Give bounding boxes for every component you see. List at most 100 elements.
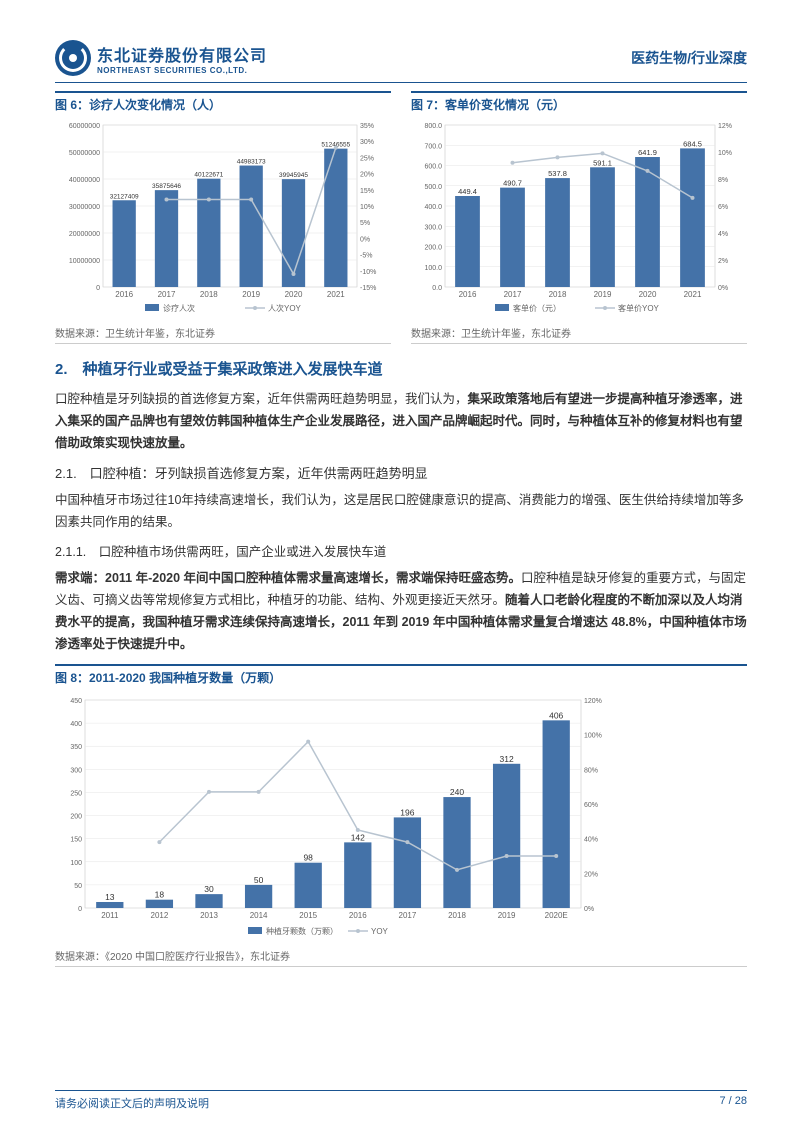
- svg-text:450: 450: [70, 698, 82, 705]
- svg-text:客单价YOY: 客单价YOY: [618, 303, 660, 313]
- svg-text:142: 142: [351, 832, 365, 842]
- paragraph-2: 中国种植牙市场过往10年持续高速增长，我们认为，这是居民口腔健康意识的提高、消费…: [55, 490, 747, 534]
- svg-text:60000000: 60000000: [69, 123, 100, 130]
- svg-text:641.9: 641.9: [638, 148, 657, 157]
- svg-text:2015: 2015: [299, 911, 317, 920]
- header-category: 医药生物/行业深度: [631, 48, 747, 68]
- svg-text:350: 350: [70, 744, 82, 751]
- svg-text:2017: 2017: [504, 290, 522, 299]
- svg-text:10%: 10%: [718, 150, 732, 157]
- chart7-svg: 0.0100.0200.0300.0400.0500.0600.0700.080…: [411, 117, 747, 322]
- svg-text:0%: 0%: [584, 906, 594, 913]
- svg-text:-15%: -15%: [360, 285, 376, 292]
- svg-text:2019: 2019: [498, 911, 516, 920]
- svg-text:98: 98: [303, 853, 313, 863]
- svg-text:591.1: 591.1: [593, 158, 612, 167]
- svg-text:600.0: 600.0: [424, 164, 442, 171]
- svg-text:2018: 2018: [200, 290, 218, 299]
- svg-text:2017: 2017: [399, 911, 417, 920]
- svg-text:684.5: 684.5: [683, 139, 702, 148]
- svg-text:100%: 100%: [584, 733, 602, 740]
- svg-text:2019: 2019: [594, 290, 612, 299]
- svg-text:20%: 20%: [360, 172, 374, 179]
- svg-text:30000000: 30000000: [69, 204, 100, 211]
- svg-text:2011: 2011: [101, 911, 119, 920]
- svg-text:44983173: 44983173: [237, 159, 266, 166]
- svg-text:490.7: 490.7: [503, 179, 522, 188]
- svg-text:40122671: 40122671: [194, 172, 223, 179]
- svg-text:2016: 2016: [115, 290, 133, 299]
- svg-text:YOY: YOY: [371, 927, 389, 936]
- svg-text:12%: 12%: [718, 123, 732, 130]
- footer-disclaimer: 请务必阅读正文后的声明及说明: [55, 1095, 209, 1111]
- svg-text:5%: 5%: [360, 220, 370, 227]
- svg-text:40%: 40%: [584, 837, 598, 844]
- svg-text:50: 50: [254, 875, 264, 885]
- chart7-block: 图 7：客单价变化情况（元） 0.0100.0200.0300.0400.050…: [411, 91, 747, 344]
- svg-text:2021: 2021: [327, 290, 345, 299]
- svg-text:449.4: 449.4: [458, 187, 477, 196]
- chart6-block: 图 6：诊疗人次变化情况（人） 0 10000000 20000000 3000000…: [55, 91, 391, 344]
- svg-text:10%: 10%: [360, 204, 374, 211]
- svg-text:25%: 25%: [360, 155, 374, 162]
- svg-text:2018: 2018: [448, 911, 466, 920]
- footer-divider: [55, 1090, 747, 1091]
- paragraph-1: 口腔种植是牙列缺损的首选修复方案，近年供需两旺趋势明显，我们认为，集采政策落地后…: [55, 389, 747, 455]
- chart6-title: 图 6：诊疗人次变化情况（人）: [55, 91, 391, 113]
- svg-text:2016: 2016: [459, 290, 477, 299]
- svg-text:30: 30: [204, 884, 214, 894]
- svg-text:2019: 2019: [242, 290, 260, 299]
- svg-text:2%: 2%: [718, 258, 728, 265]
- svg-text:2013: 2013: [200, 911, 218, 920]
- chart8-title: 图 8：2011-2020 我国种植牙数量（万颗）: [55, 664, 747, 686]
- heading-2-1: 2.1. 口腔种植：牙列缺损首选修复方案，近年供需两旺趋势明显: [55, 463, 747, 482]
- svg-text:诊疗人次: 诊疗人次: [163, 303, 195, 313]
- svg-text:200: 200: [70, 813, 82, 820]
- svg-text:2020E: 2020E: [545, 911, 568, 920]
- svg-text:30%: 30%: [360, 139, 374, 146]
- logo-icon: [55, 40, 91, 76]
- svg-text:700.0: 700.0: [424, 143, 442, 150]
- svg-text:2020: 2020: [639, 290, 657, 299]
- svg-text:406: 406: [549, 710, 563, 720]
- svg-text:2016: 2016: [349, 911, 367, 920]
- svg-text:2018: 2018: [549, 290, 567, 299]
- svg-text:-10%: -10%: [360, 269, 376, 276]
- svg-text:40000000: 40000000: [69, 177, 100, 184]
- svg-text:300.0: 300.0: [424, 224, 442, 231]
- svg-text:10000000: 10000000: [69, 258, 100, 265]
- svg-text:196: 196: [400, 807, 414, 817]
- svg-text:32127409: 32127409: [110, 193, 139, 200]
- svg-text:80%: 80%: [584, 767, 598, 774]
- svg-text:150: 150: [70, 837, 82, 844]
- svg-text:200.0: 200.0: [424, 245, 442, 252]
- page-header: 东北证券股份有限公司 NORTHEAST SECURITIES CO.,LTD.…: [55, 40, 747, 76]
- footer-page-number: 7 / 28: [719, 1095, 747, 1111]
- svg-text:35%: 35%: [360, 123, 374, 130]
- svg-text:400.0: 400.0: [424, 204, 442, 211]
- svg-text:客单价（元）: 客单价（元）: [513, 303, 561, 313]
- svg-text:20%: 20%: [584, 871, 598, 878]
- chart7-source: 数据来源：卫生统计年鉴，东北证券: [411, 325, 747, 344]
- svg-text:250: 250: [70, 790, 82, 797]
- svg-text:50000000: 50000000: [69, 150, 100, 157]
- svg-text:0%: 0%: [360, 236, 370, 243]
- svg-text:60%: 60%: [584, 802, 598, 809]
- svg-text:0%: 0%: [718, 285, 728, 292]
- svg-text:312: 312: [500, 754, 514, 764]
- svg-text:人次YOY: 人次YOY: [268, 303, 302, 313]
- svg-text:537.8: 537.8: [548, 169, 567, 178]
- svg-text:6%: 6%: [718, 204, 728, 211]
- svg-text:400: 400: [70, 721, 82, 728]
- p3-bold1: 需求端：2011 年-2020 年间中国口腔种植体需求量高速增长，需求端保持旺盛…: [55, 571, 521, 585]
- svg-text:100: 100: [70, 860, 82, 867]
- svg-text:500.0: 500.0: [424, 184, 442, 191]
- svg-text:0: 0: [78, 906, 82, 913]
- svg-text:20000000: 20000000: [69, 231, 100, 238]
- chart8-source: 数据来源：《2020 中国口腔医疗行业报告》，东北证券: [55, 948, 747, 967]
- svg-text:4%: 4%: [718, 231, 728, 238]
- svg-text:240: 240: [450, 787, 464, 797]
- svg-text:0: 0: [96, 285, 100, 292]
- svg-text:39945945: 39945945: [279, 172, 308, 179]
- charts-row-top: 图 6：诊疗人次变化情况（人） 0 10000000 20000000 3000000…: [55, 91, 747, 344]
